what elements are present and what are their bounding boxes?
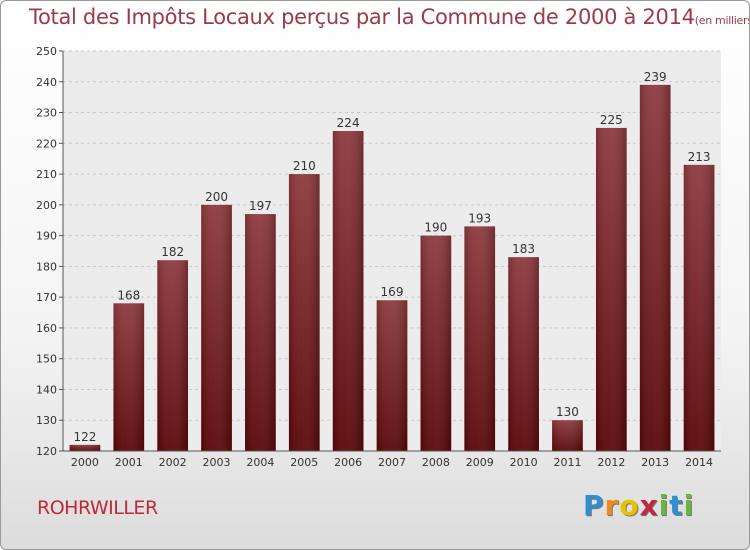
x-tick-label: 2000 [71, 456, 99, 469]
bar-shade [69, 444, 101, 451]
data-label: 183 [512, 242, 535, 256]
y-tick-label: 240 [36, 76, 57, 89]
logo-letter: i [683, 489, 695, 522]
data-label: 210 [293, 159, 316, 173]
x-tick-label: 2013 [641, 456, 669, 469]
logo-letter: o [619, 489, 640, 522]
x-tick-label: 2002 [159, 456, 187, 469]
data-label: 213 [688, 150, 711, 164]
bar-shade [552, 420, 583, 451]
data-label: 182 [161, 245, 184, 259]
data-label: 122 [73, 430, 96, 444]
data-label: 200 [205, 190, 228, 204]
logo-letter: P [583, 489, 605, 522]
data-label: 193 [468, 211, 491, 225]
logo-letter: x [639, 489, 659, 522]
logo-letter: i [658, 489, 670, 522]
y-tick-label: 120 [36, 445, 57, 458]
bar-shade [683, 164, 715, 451]
bar-shade [113, 303, 145, 451]
title-unit: (en milliers d'€) [694, 14, 750, 27]
bar-shade [157, 260, 189, 451]
bar-shade [201, 204, 232, 451]
bar-shade [639, 84, 671, 451]
data-label: 169 [381, 285, 404, 299]
x-tick-label: 2014 [685, 456, 713, 469]
y-tick-label: 250 [36, 45, 57, 58]
y-tick-label: 200 [36, 199, 57, 212]
x-tick-label: 2012 [597, 456, 625, 469]
x-tick-label: 2010 [510, 456, 538, 469]
x-tick-label: 2011 [553, 456, 581, 469]
bar-shade [376, 300, 408, 451]
bar-shade [332, 131, 364, 451]
commune-name: ROHRWILLER [37, 497, 158, 519]
y-tick-label: 160 [36, 322, 57, 335]
data-label: 168 [117, 288, 140, 302]
logo-letter: t [669, 489, 684, 522]
x-tick-label: 2009 [466, 456, 494, 469]
y-tick-label: 150 [36, 353, 57, 366]
x-tick-label: 2007 [378, 456, 406, 469]
proxiti-logo: Proxiti [583, 489, 694, 522]
bar-shade [508, 257, 539, 451]
bar-shade [245, 214, 276, 451]
y-tick-label: 180 [36, 260, 57, 273]
title-main: Total des Impôts Locaux perçus par la Co… [29, 5, 695, 29]
data-label: 130 [556, 405, 579, 419]
bar-shade [420, 235, 452, 451]
y-axis: 120 130 140 150 160 170 180 190 200 210 220 230 240 2… [36, 45, 64, 458]
x-tick-label: 2008 [422, 456, 450, 469]
data-label: 239 [644, 70, 667, 84]
x-tick-label: 2003 [203, 456, 231, 469]
x-axis: 2000 2001 2002 2003 2004 2005 2006 2007 2008 2009… [63, 450, 721, 469]
y-tick-label: 220 [36, 137, 57, 150]
logo-letter: r [604, 489, 620, 522]
x-tick-label: 2006 [334, 456, 362, 469]
data-label: 190 [424, 221, 447, 235]
y-tick-label: 190 [36, 230, 57, 243]
bars: 122 168 182 200 197 210 224 169 190 193 183 130 225 2… [69, 70, 715, 452]
x-tick-label: 2001 [115, 456, 143, 469]
data-label: 224 [337, 116, 360, 130]
y-tick-label: 170 [36, 291, 57, 304]
y-tick-label: 230 [36, 107, 57, 120]
chart-title: Total des Impôts Locaux perçus par la Co… [29, 5, 750, 29]
y-tick-label: 210 [36, 168, 57, 181]
x-tick-label: 2005 [290, 456, 318, 469]
data-label: 225 [600, 113, 623, 127]
bar-shade [595, 127, 627, 451]
bar-shade [288, 174, 320, 452]
x-tick-label: 2004 [246, 456, 274, 469]
y-tick-label: 140 [36, 383, 57, 396]
y-tick-label: 130 [36, 414, 57, 427]
bar-shade [464, 226, 496, 451]
data-label: 197 [249, 199, 272, 213]
